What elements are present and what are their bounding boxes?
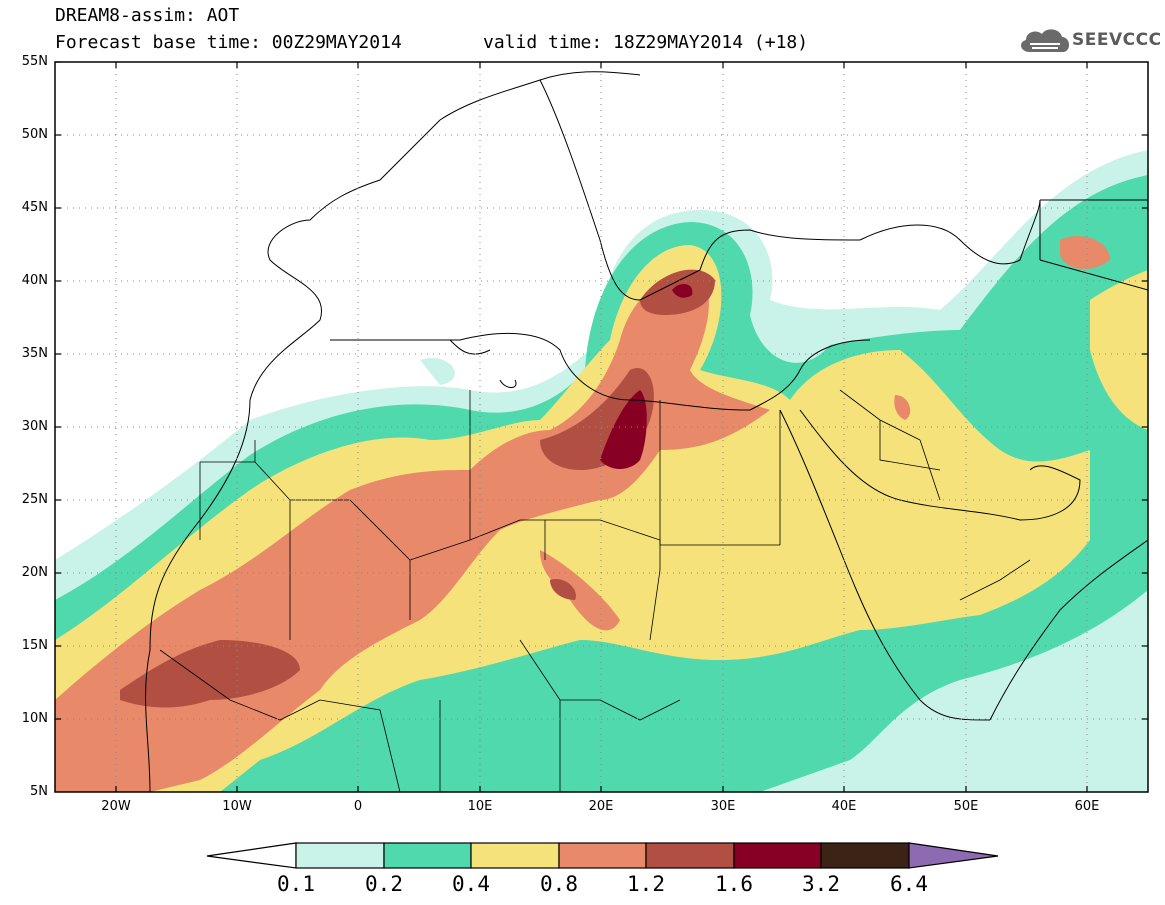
lat-label-50n: 50N — [21, 127, 48, 142]
lon-label-0: 0 — [353, 799, 363, 814]
lon-label-20e: 20E — [588, 799, 614, 814]
lon-label-10w: 10W — [222, 799, 252, 814]
colorbar-label-3.2: 3.2 — [802, 872, 840, 896]
lat-label-10n: 10N — [21, 711, 48, 726]
lat-label-45n: 45N — [21, 200, 48, 215]
lat-label-20n: 20N — [21, 565, 48, 580]
lat-label-5n: 5N — [30, 784, 48, 799]
colorbar-label-0.8: 0.8 — [540, 872, 578, 896]
valid-time: valid time: 18Z29MAY2014 (+18) — [483, 32, 809, 53]
country-borders — [159, 389, 1031, 792]
base-time: Forecast base time: 00Z29MAY2014 — [55, 32, 402, 53]
product-title: DREAM8-assim: AOT — [55, 5, 240, 26]
lat-label-15n: 15N — [21, 638, 48, 653]
lon-label-20w: 20W — [101, 799, 131, 814]
colorbar-label-1.6: 1.6 — [715, 872, 753, 896]
lat-label-25n: 25N — [21, 492, 48, 507]
lon-label-40e: 40E — [831, 799, 857, 814]
lat-label-30n: 30N — [21, 419, 48, 434]
lon-label-50e: 50E — [953, 799, 979, 814]
lon-label-30e: 30E — [710, 799, 736, 814]
axis-ticks — [55, 61, 1148, 792]
lat-label-55n: 55N — [21, 54, 48, 69]
lon-label-60e: 60E — [1074, 799, 1100, 814]
lat-label-40n: 40N — [21, 273, 48, 288]
colorbar-label-6.4: 6.4 — [890, 872, 928, 896]
coastlines — [145, 71, 1148, 792]
colorbar-label-1.2: 1.2 — [627, 872, 665, 896]
colorbar-label-0.2: 0.2 — [365, 872, 403, 896]
grid — [55, 62, 1148, 792]
logo-text: SEEVCCC — [1072, 30, 1162, 50]
lon-label-10e: 10E — [467, 799, 493, 814]
lat-label-35n: 35N — [21, 346, 48, 361]
cloud-icon — [1021, 29, 1070, 52]
colorbar-label-0.1: 0.1 — [277, 872, 315, 896]
colorbar-label-0.4: 0.4 — [452, 872, 490, 896]
aot-field — [55, 62, 1148, 792]
